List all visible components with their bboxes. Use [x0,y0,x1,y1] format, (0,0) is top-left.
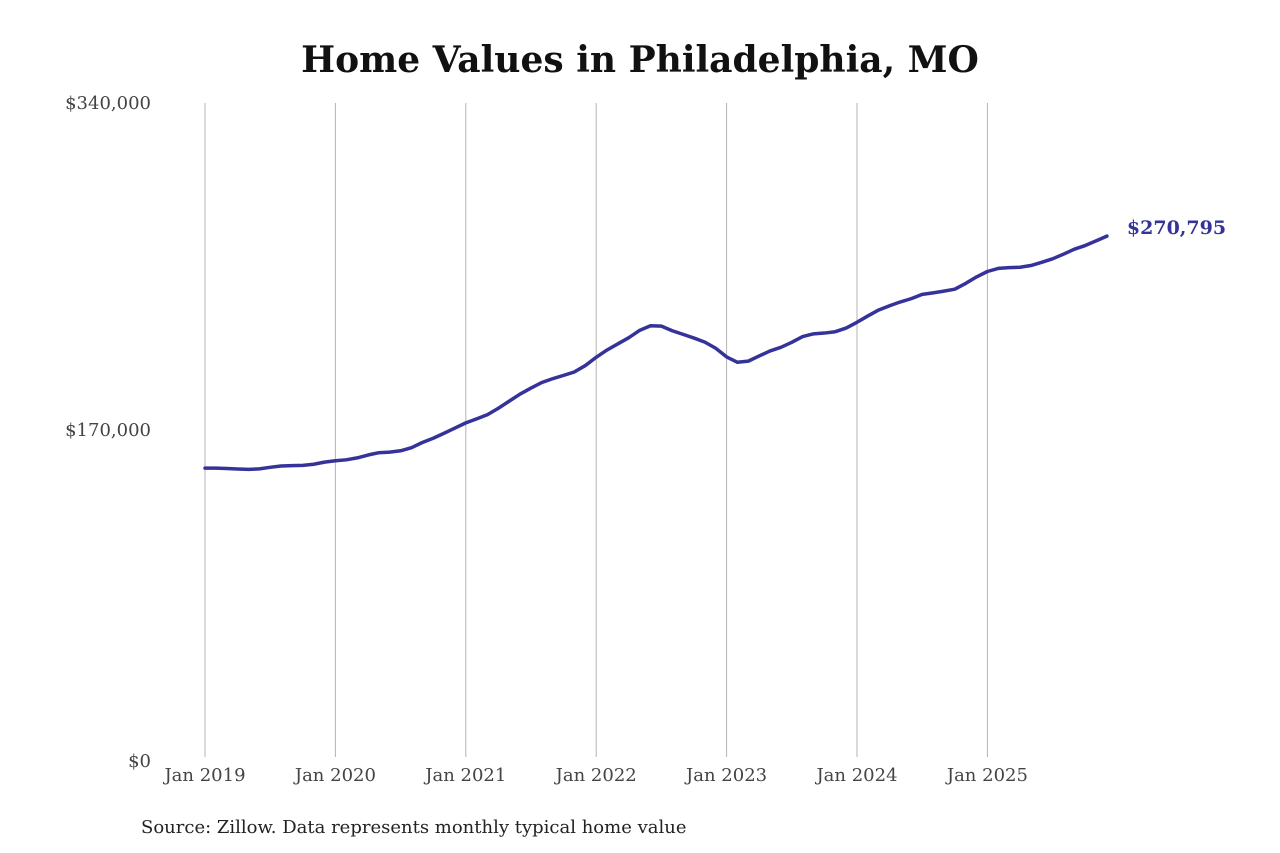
y-tick-label: $170,000 [65,420,151,441]
x-tick-label: Jan 2023 [684,765,767,786]
chart-title: Home Values in Philadelphia, MO [301,39,979,81]
series-line [203,234,1109,472]
y-tick-label: $340,000 [65,93,151,114]
x-tick-label: Jan 2022 [554,765,637,786]
x-axis-tick-labels: Jan 2019 Jan 2020 Jan 2021 Jan 2022 Jan 2023… [162,765,1027,786]
gridlines [204,103,988,757]
series-layer [203,234,1109,472]
x-tick-label: Jan 2024 [814,765,897,786]
y-tick-label: $0 [128,751,151,772]
x-tick-label: Jan 2020 [293,765,376,786]
x-tick-label: Jan 2021 [423,765,506,786]
x-tick-label: Jan 2025 [945,765,1028,786]
y-axis-tick-labels: $0 $170,000 $340,000 [65,93,151,772]
x-tick-label: Jan 2019 [162,765,245,786]
end-value-label: $270,795 [1127,217,1226,239]
end-label-layer: $270,795 [1127,217,1226,239]
source-note: Source: Zillow. Data represents monthly … [141,817,687,838]
